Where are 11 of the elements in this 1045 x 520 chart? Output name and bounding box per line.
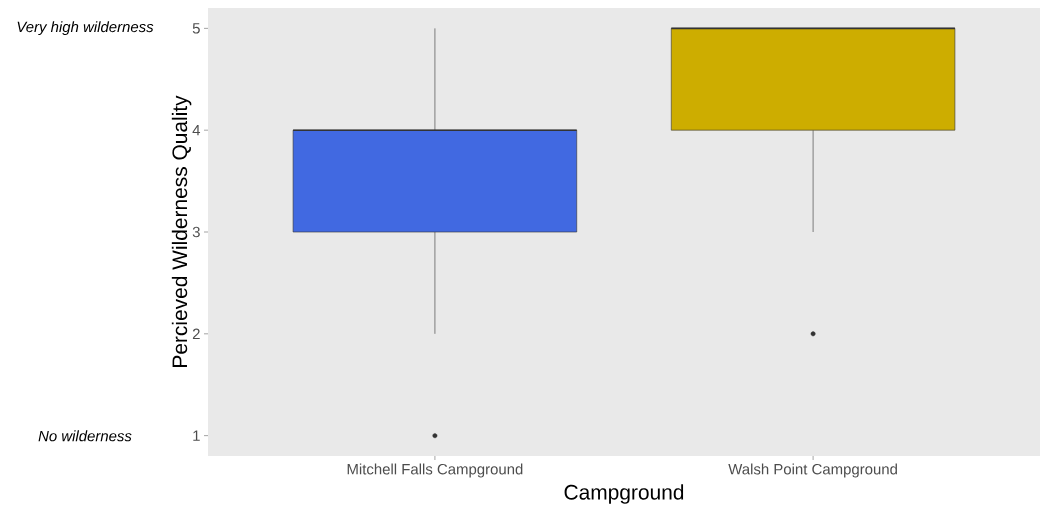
- y-tick-label: 5: [192, 23, 200, 34]
- x-axis-title: Campground: [564, 484, 684, 504]
- text: Very high wilderness: [17, 21, 154, 36]
- x-tick-label: Mitchell Falls Campground: [347, 463, 523, 478]
- y-tick-label: 3: [192, 226, 200, 238]
- x-tick-label: Walsh Point Campground: [728, 463, 897, 478]
- y-tick-label: 2: [192, 328, 200, 340]
- y-axis-title: Percieved Wilderness Quality: [171, 95, 192, 367]
- y-tick-label: 4: [192, 125, 201, 136]
- text: No wilderness: [38, 430, 132, 442]
- y-tick-label: 1: [193, 430, 200, 441]
